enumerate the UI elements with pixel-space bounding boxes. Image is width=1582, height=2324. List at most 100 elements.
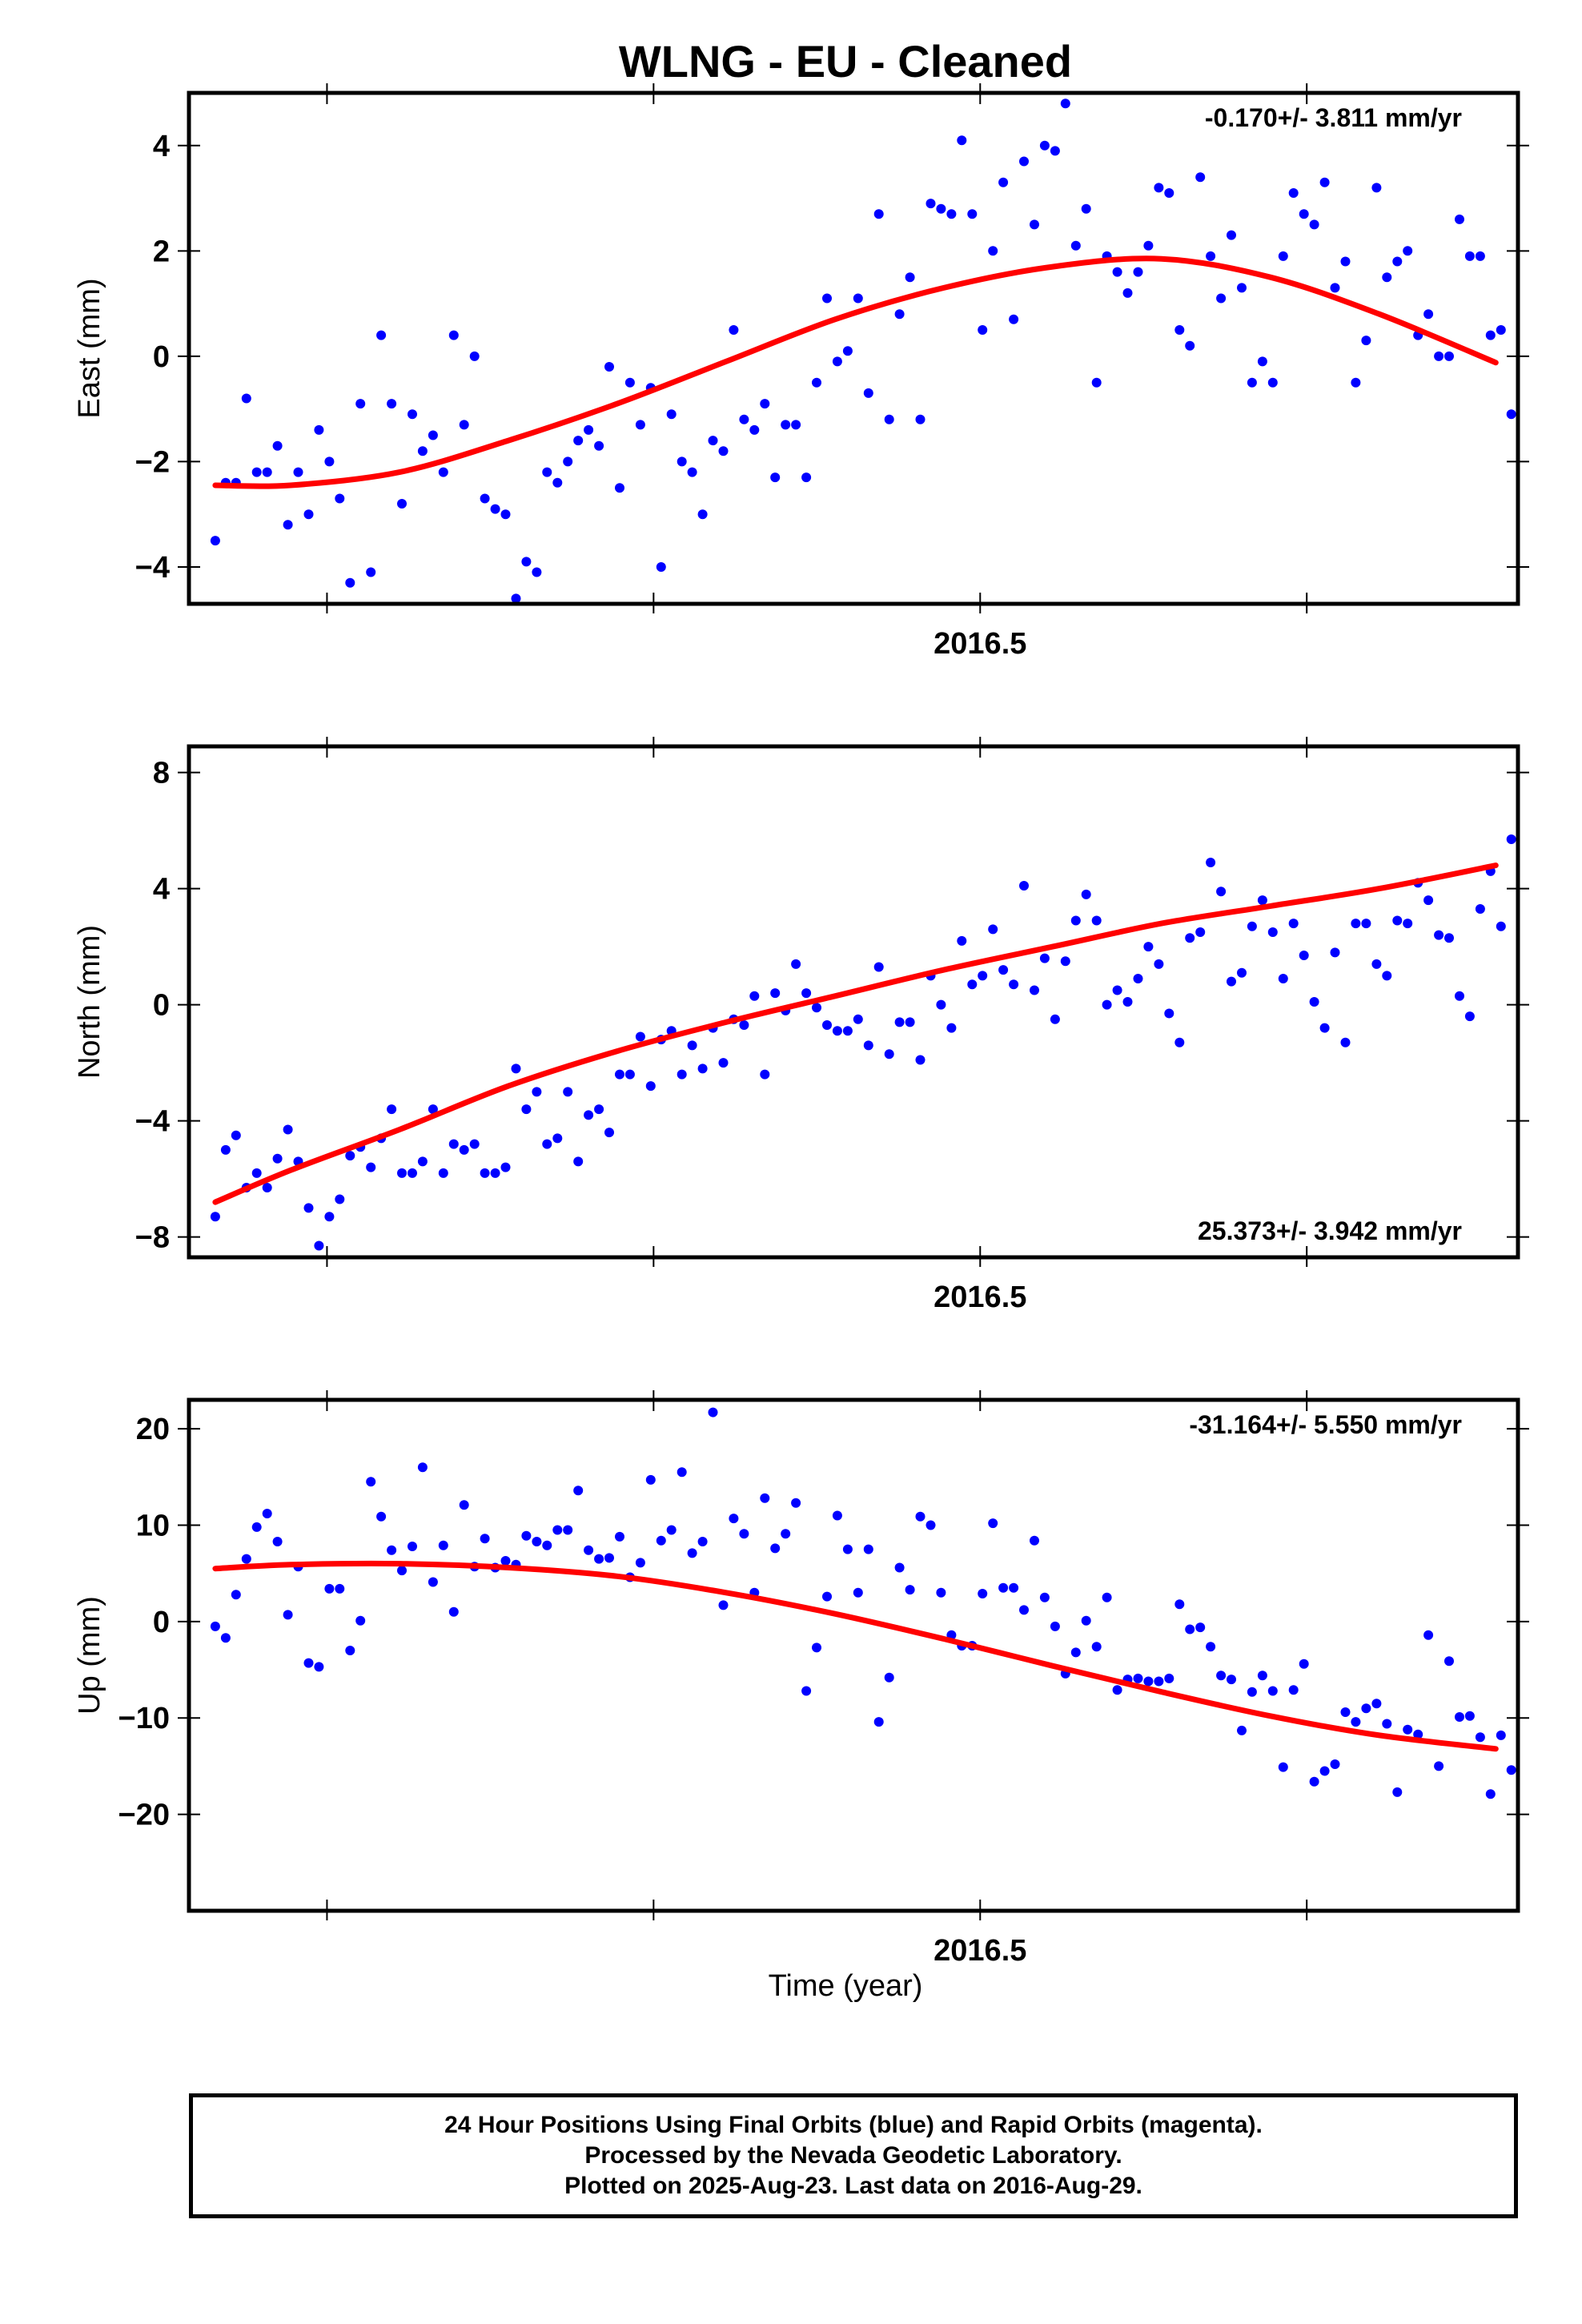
east-data-point — [1548, 446, 1558, 456]
east-rate-label: -0.170+/- 3.811 mm/yr — [1205, 103, 1462, 132]
up-data-point — [998, 1582, 1009, 1593]
east-y-tick-label: −4 — [135, 551, 170, 585]
up-data-point — [1496, 1730, 1506, 1740]
north-data-point — [1060, 956, 1070, 967]
east-data-point — [729, 325, 739, 335]
north-data-point — [1247, 921, 1257, 931]
east-data-point — [408, 409, 417, 420]
north-data-point — [584, 1110, 594, 1120]
north-data-point — [490, 1168, 500, 1178]
up-data-point — [417, 1462, 428, 1473]
up-data-point — [926, 1520, 936, 1530]
up-data-point — [210, 1621, 220, 1631]
north-data-point — [1403, 919, 1413, 929]
up-data-point — [1444, 1656, 1454, 1667]
east-data-point — [1299, 209, 1309, 219]
up-data-point — [532, 1537, 542, 1546]
caption-line-2: Processed by the Nevada Geodetic Laborat… — [584, 2142, 1122, 2169]
north-data-point — [283, 1124, 293, 1135]
north-data-point — [677, 1069, 687, 1080]
up-data-point — [1319, 1766, 1330, 1776]
up-data-point — [1413, 1729, 1423, 1739]
east-data-point — [1361, 336, 1371, 346]
east-data-point — [863, 388, 873, 398]
north-data-point — [469, 1139, 480, 1149]
north-data-point — [770, 988, 781, 999]
north-data-point — [459, 1144, 469, 1155]
north-y-tick-label: −4 — [135, 1105, 170, 1139]
east-data-point — [573, 436, 584, 446]
east-data-point — [718, 446, 729, 456]
north-data-point — [1081, 889, 1091, 899]
east-data-point — [314, 424, 324, 435]
up-x-tick-label: 2016.5 — [934, 1934, 1026, 1968]
up-data-point — [1528, 1742, 1537, 1751]
north-data-point — [1154, 959, 1164, 969]
north-data-point — [210, 1212, 220, 1222]
north-data-point — [1164, 1008, 1174, 1019]
north-data-point — [1288, 919, 1299, 929]
north-data-point — [335, 1194, 345, 1204]
up-data-point — [863, 1544, 873, 1554]
east-data-point — [1227, 230, 1236, 240]
up-data-point — [1091, 1642, 1102, 1652]
north-data-point — [563, 1087, 573, 1097]
east-data-point — [1464, 251, 1475, 261]
east-y-axis-label: East (mm) — [73, 278, 106, 418]
north-data-point — [1351, 919, 1361, 929]
north-y-axis-label: North (mm) — [73, 925, 106, 1079]
east-data-point — [822, 293, 832, 304]
north-data-point — [220, 1144, 231, 1155]
up-data-point — [832, 1510, 842, 1521]
north-data-point — [1039, 953, 1050, 963]
north-data-point — [1475, 904, 1485, 914]
up-data-point — [1195, 1622, 1206, 1633]
up-data-point — [448, 1606, 459, 1617]
east-data-point — [873, 209, 884, 219]
east-data-point — [1091, 377, 1102, 388]
east-data-point — [697, 509, 708, 520]
east-data-point — [1143, 240, 1154, 251]
up-data-point — [1538, 1793, 1548, 1803]
east-data-point — [376, 330, 387, 340]
east-data-point — [853, 293, 863, 304]
east-data-point — [448, 330, 459, 340]
up-data-point — [1143, 1676, 1154, 1687]
east-points — [210, 99, 1568, 604]
east-data-point — [345, 577, 355, 588]
up-data-point — [500, 1556, 511, 1566]
east-data-point — [1030, 219, 1039, 230]
up-data-point — [1009, 1582, 1019, 1593]
up-data-point — [397, 1566, 407, 1576]
up-data-point — [1185, 1624, 1195, 1634]
east-data-point — [1288, 188, 1299, 198]
north-data-point — [1340, 1037, 1351, 1047]
east-data-point — [563, 456, 573, 467]
caption-line-3: Plotted on 2025-Aug-23. Last data on 201… — [564, 2173, 1142, 2199]
north-data-point — [324, 1212, 335, 1222]
east-y-tick-label: −2 — [135, 445, 170, 479]
north-data-point — [573, 1156, 584, 1167]
north-data-point — [812, 1003, 821, 1013]
north-points — [210, 834, 1518, 1251]
east-data-point — [1174, 325, 1185, 335]
up-data-point — [355, 1615, 366, 1626]
east-data-point — [1154, 183, 1164, 193]
up-data-point — [1548, 1755, 1558, 1765]
north-data-point — [1330, 947, 1340, 958]
east-y-tick-label: 2 — [153, 235, 170, 268]
up-data-point — [272, 1537, 283, 1546]
up-data-point — [376, 1511, 387, 1522]
east-data-point — [303, 509, 314, 520]
up-data-point — [552, 1525, 563, 1535]
north-data-point — [946, 1023, 957, 1033]
east-plot-frame — [187, 90, 1520, 606]
east-data-point — [490, 504, 500, 514]
north-data-point — [1434, 930, 1444, 940]
east-data-point — [604, 362, 614, 372]
up-data-point — [1382, 1719, 1392, 1729]
east-data-point — [1330, 283, 1340, 293]
east-data-point — [469, 351, 480, 361]
north-data-point — [303, 1203, 314, 1213]
east-data-point — [1559, 267, 1568, 277]
